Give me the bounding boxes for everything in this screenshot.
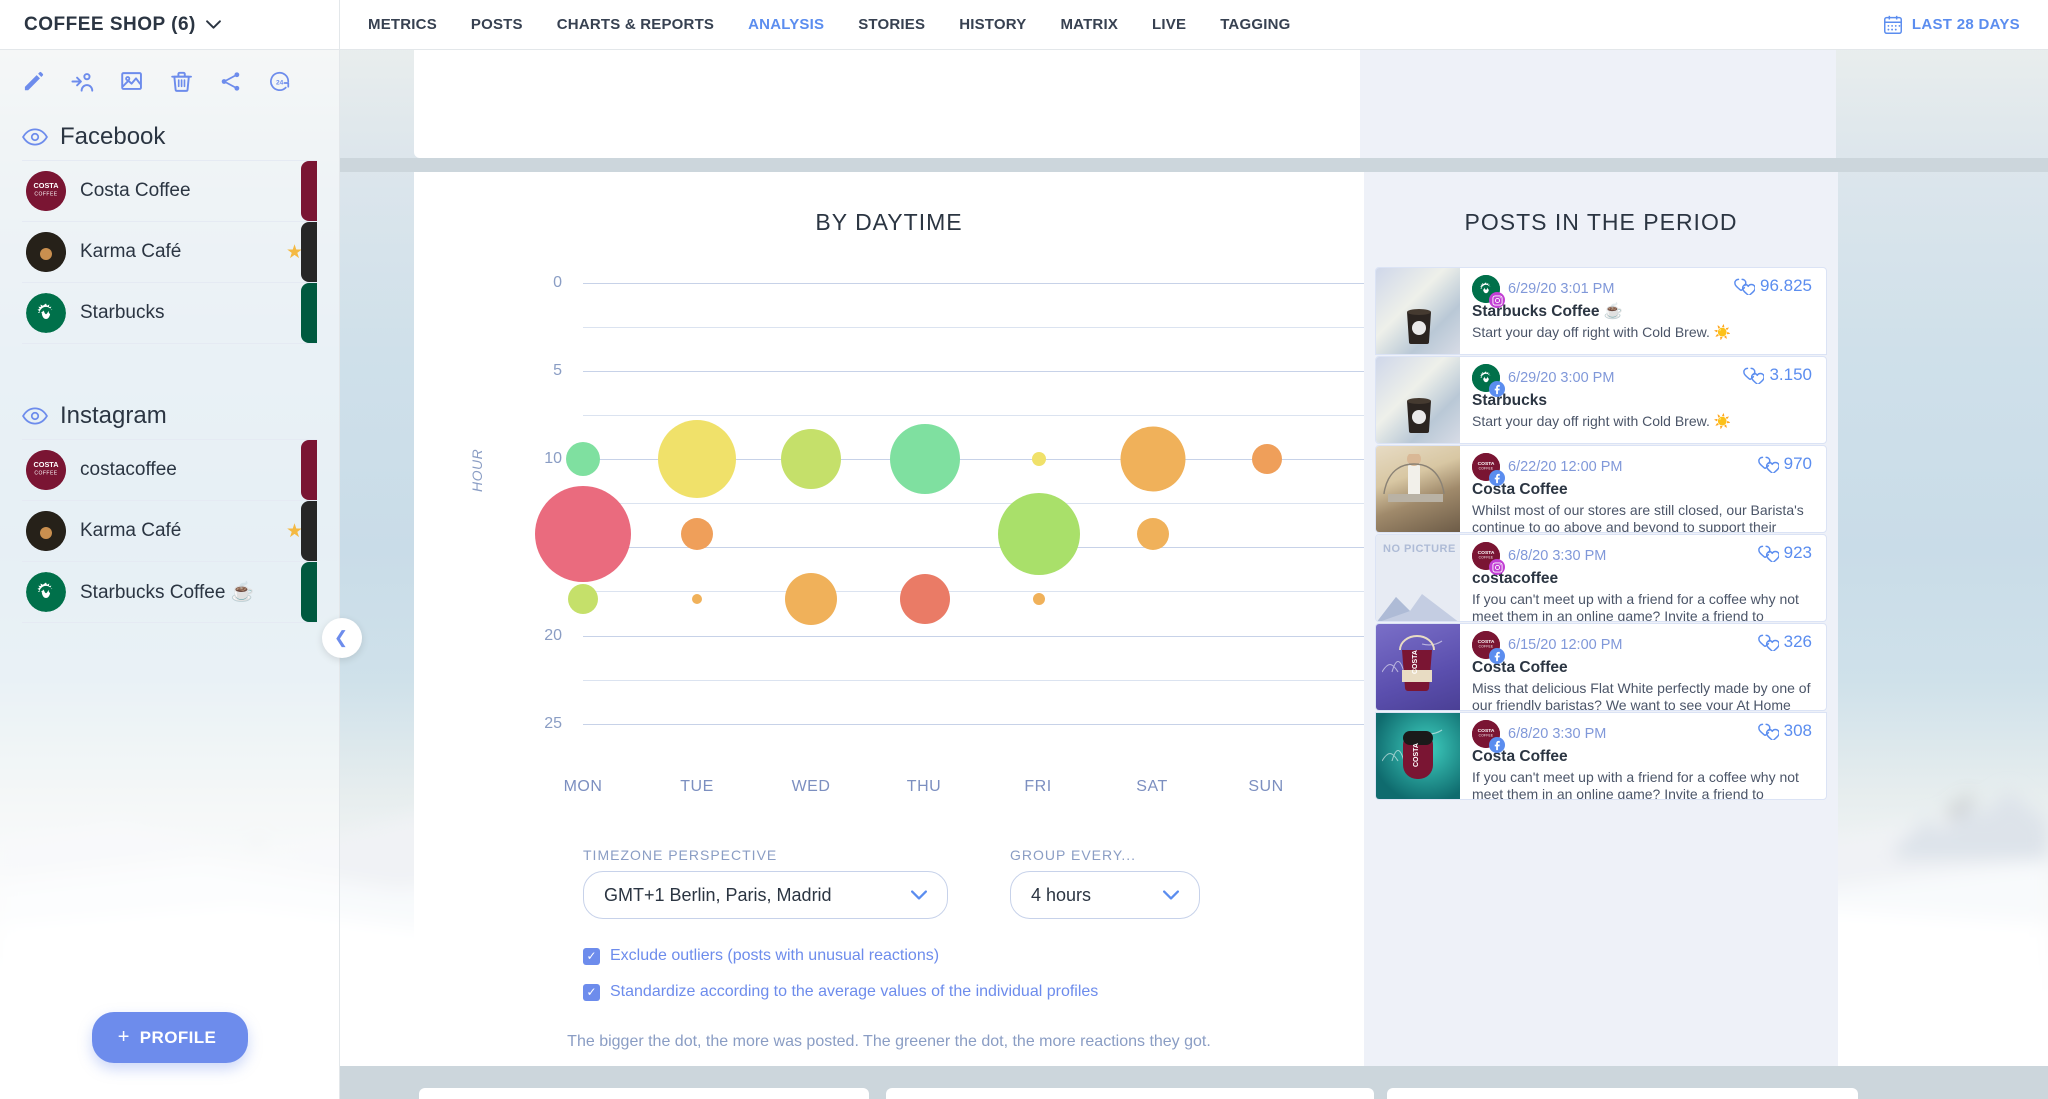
svg-text:COFFEE: COFFEE xyxy=(1479,467,1494,471)
svg-text:COSTA: COSTA xyxy=(34,181,60,190)
svg-text:COSTA: COSTA xyxy=(1413,743,1420,767)
svg-text:COFFEE: COFFEE xyxy=(1479,734,1494,738)
svg-text:COFFEE: COFFEE xyxy=(1479,645,1494,649)
svg-text:COFFEE: COFFEE xyxy=(34,192,57,198)
svg-text:COFFEE: COFFEE xyxy=(34,471,57,477)
svg-text:24: 24 xyxy=(276,80,284,87)
svg-text:COSTA: COSTA xyxy=(1412,650,1419,674)
svg-text:COFFEE: COFFEE xyxy=(1479,556,1494,560)
svg-text:COSTA: COSTA xyxy=(34,460,60,469)
